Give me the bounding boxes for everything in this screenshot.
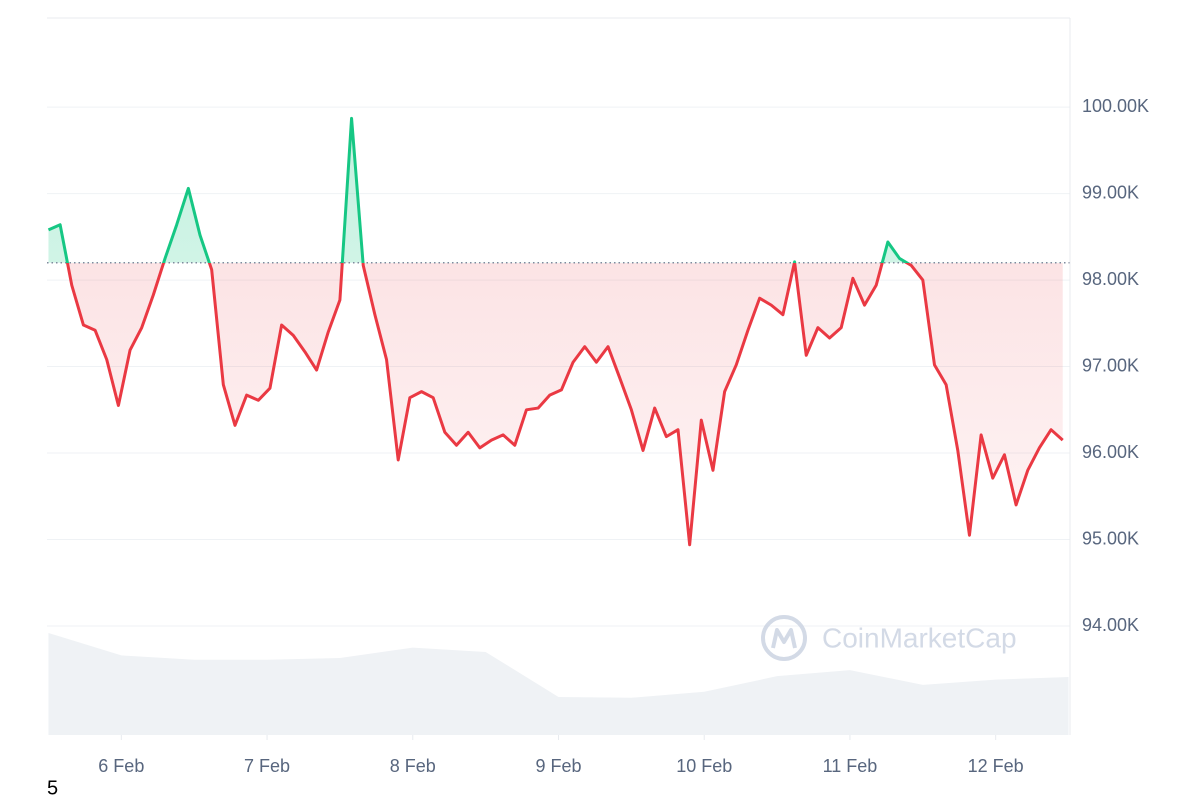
y-tick-label: 100.00K	[1082, 96, 1149, 116]
watermark-logo	[761, 615, 807, 661]
grid-layer: 94.00K 95.00K 96.00K 97.00K 98.00K 99.00K 100.…	[47, 96, 1149, 776]
y-tick-label: 94.00K	[1082, 615, 1139, 635]
plot-layer	[47, 116, 1070, 547]
x-tick-label: 9 Feb	[535, 756, 581, 776]
x-tick-label: 10 Feb	[676, 756, 732, 776]
y-tick-label: 96.00K	[1082, 442, 1139, 462]
y-tick-label: 97.00K	[1082, 355, 1139, 375]
watermark: CoinMarketCap	[761, 615, 1017, 661]
footnote: 5	[47, 777, 58, 799]
x-tick-label: 7 Feb	[244, 756, 290, 776]
y-tick-label: 99.00K	[1082, 182, 1139, 202]
watermark-logo-mark	[771, 628, 797, 649]
y-tick-label: 98.00K	[1082, 269, 1139, 289]
price-area	[48, 118, 1063, 545]
x-tick-label: 11 Feb	[823, 756, 878, 776]
watermark-text: CoinMarketCap	[822, 622, 1017, 653]
x-tick-label: 8 Feb	[390, 756, 436, 776]
volume-layer	[48, 632, 1069, 735]
x-tick-label: 6 Feb	[98, 756, 144, 776]
x-tick-label: 12 Feb	[968, 756, 1024, 776]
price-line	[47, 116, 1064, 547]
volume-area	[48, 632, 1069, 735]
y-tick-label: 95.00K	[1082, 528, 1139, 548]
